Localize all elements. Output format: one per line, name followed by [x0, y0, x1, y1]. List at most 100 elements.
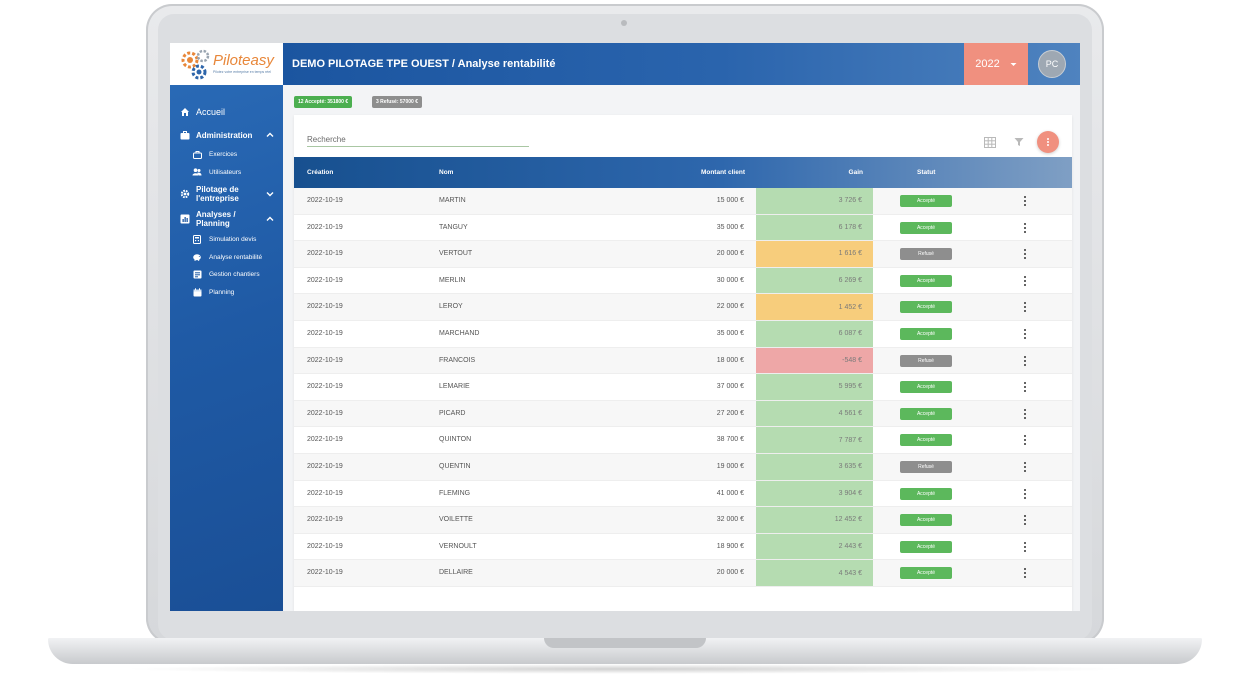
row-date: 2022-10-19	[307, 542, 343, 550]
sidebar-item-utilisateurs[interactable]: Utilisateurs	[170, 164, 283, 182]
table-row[interactable]: 2022-10-19 FLEMING 41 000 € 3 904 € Acce…	[294, 480, 1072, 508]
logo[interactable]: Piloteasy Pilotez votre entreprise en te…	[170, 43, 283, 85]
table-row[interactable]: 2022-10-19 PICARD 27 200 € 4 561 € Accep…	[294, 400, 1072, 428]
row-more-icon[interactable]	[1021, 541, 1029, 553]
row-more-icon[interactable]	[1021, 222, 1029, 234]
row-gain: 3 904 €	[756, 480, 873, 507]
row-name: MARCHAND	[439, 329, 480, 337]
users-icon	[192, 168, 202, 177]
row-more-icon[interactable]	[1021, 488, 1029, 500]
row-more-icon[interactable]	[1021, 408, 1029, 420]
status-badge: Accepté	[900, 434, 952, 447]
table-row[interactable]: 2022-10-19 MERLIN 30 000 € 6 269 € Accep…	[294, 267, 1072, 295]
row-more-icon[interactable]	[1021, 301, 1029, 313]
avatar[interactable]: PC	[1038, 50, 1066, 78]
row-more-icon[interactable]	[1021, 248, 1029, 260]
row-name: DELLAIRE	[439, 569, 473, 577]
status-badge: Accepté	[900, 487, 952, 500]
row-date: 2022-10-19	[307, 303, 343, 311]
table-row[interactable]: 2022-10-19 MARTIN 15 000 € 3 726 € Accep…	[294, 188, 1072, 215]
table-row[interactable]: 2022-10-19 VERNOULT 18 900 € 2 443 € Acc…	[294, 533, 1072, 561]
search-input[interactable]: Recherche	[307, 135, 346, 144]
more-actions-button[interactable]	[1037, 131, 1059, 153]
row-more-icon[interactable]	[1021, 567, 1029, 579]
sidebar-item-label-line2: Planning	[196, 218, 230, 228]
calendar-icon	[192, 288, 202, 297]
table-header: Création Nom Montant client Gain Statut	[294, 157, 1072, 188]
sidebar-item-label: Utilisateurs	[209, 168, 242, 176]
row-name: VERNOULT	[439, 542, 477, 550]
sidebar-item-label: Administration	[196, 130, 253, 140]
sidebar-item-gestion-chantiers[interactable]: Gestion chantiers	[170, 266, 283, 284]
sidebar-nav: Accueil Administration Exercices Ut	[170, 101, 283, 301]
year-selector[interactable]: 2022	[964, 43, 1028, 85]
row-gain: 12 452 €	[756, 507, 873, 533]
sidebar-item-exercices[interactable]: Exercices	[170, 146, 283, 164]
row-gain: 1 616 €	[756, 241, 873, 267]
row-date: 2022-10-19	[307, 462, 343, 470]
filter-icon[interactable]	[1012, 135, 1026, 149]
row-name: VOILETTE	[439, 516, 473, 524]
row-gain: 2 443 €	[756, 533, 873, 560]
grid-icon[interactable]	[983, 135, 997, 149]
sidebar-item-label: Accueil	[196, 107, 226, 117]
row-more-icon[interactable]	[1021, 461, 1029, 473]
column-header-montant[interactable]: Montant client	[700, 169, 745, 176]
sidebar-item-analyse-rentabilite[interactable]: Analyse rentabilité	[170, 249, 283, 267]
table-row[interactable]: 2022-10-19 QUINTON 38 700 € 7 787 € Acce…	[294, 427, 1072, 454]
status-badge: Accepté	[900, 514, 952, 527]
table-row[interactable]: 2022-10-19 TANGUY 35 000 € 6 178 € Accep…	[294, 214, 1072, 242]
table-row[interactable]: 2022-10-19 FRANCOIS 18 000 € -548 € Refu…	[294, 347, 1072, 375]
row-name: LEMARIE	[439, 383, 470, 391]
logo-text: Piloteasy	[213, 52, 274, 69]
row-amount: 18 900 €	[716, 542, 744, 550]
sidebar-item-planning[interactable]: Planning	[170, 284, 283, 302]
table-row[interactable]: 2022-10-19 LEMARIE 37 000 € 5 995 € Acce…	[294, 374, 1072, 401]
sidebar-item-simulation-devis[interactable]: Simulation devis	[170, 231, 283, 249]
sidebar-item-label: Analyse rentabilité	[209, 253, 263, 261]
column-header-creation[interactable]: Création	[307, 169, 334, 176]
row-more-icon[interactable]	[1021, 195, 1029, 207]
sidebar-item-accueil[interactable]: Accueil	[170, 101, 283, 123]
chevron-up-icon	[266, 216, 274, 221]
column-header-statut[interactable]: Statut	[917, 169, 936, 176]
row-gain: 4 561 €	[756, 400, 873, 427]
row-more-icon[interactable]	[1021, 328, 1029, 340]
row-gain: 4 543 €	[756, 560, 873, 586]
sidebar-item-label-line2: l'entreprise	[196, 193, 239, 203]
sidebar-item-pilotage[interactable]: Pilotage de l'entreprise	[170, 181, 283, 206]
year-value: 2022	[975, 58, 1000, 70]
table-row[interactable]: 2022-10-19 QUENTIN 19 000 € 3 635 € Refu…	[294, 453, 1072, 481]
row-gain: 5 995 €	[756, 374, 873, 400]
column-header-gain[interactable]: Gain	[848, 169, 863, 176]
table-row[interactable]: 2022-10-19 DELLAIRE 20 000 € 4 543 € Acc…	[294, 560, 1072, 587]
accepted-summary-badge: 12 Accepté: 351800 €	[294, 96, 353, 108]
briefcase-icon	[192, 150, 202, 159]
refused-summary-badge: 3 Refusé: 57000 €	[372, 96, 422, 108]
row-more-icon[interactable]	[1021, 275, 1029, 287]
row-more-icon[interactable]	[1021, 355, 1029, 367]
sidebar-item-label: Analyses / Planning	[196, 210, 236, 228]
table-card: Recherche Création Nom Montant client Ga…	[294, 115, 1072, 611]
table-row[interactable]: 2022-10-19 VERTOUT 20 000 € 1 616 € Refu…	[294, 241, 1072, 268]
row-more-icon[interactable]	[1021, 381, 1029, 393]
laptop-base-notch	[544, 638, 706, 648]
row-date: 2022-10-19	[307, 383, 343, 391]
row-date: 2022-10-19	[307, 250, 343, 258]
row-gain: 3 726 €	[756, 188, 873, 214]
row-amount: 20 000 €	[716, 250, 744, 258]
row-more-icon[interactable]	[1021, 514, 1029, 526]
calculator-icon	[192, 235, 202, 245]
table-row[interactable]: 2022-10-19 MARCHAND 35 000 € 6 087 € Acc…	[294, 320, 1072, 348]
sidebar-item-administration[interactable]: Administration	[170, 124, 283, 146]
sidebar-item-analyses[interactable]: Analyses / Planning	[170, 206, 283, 231]
table-row[interactable]: 2022-10-19 LEROY 22 000 € 1 452 € Accept…	[294, 294, 1072, 321]
table-row[interactable]: 2022-10-19 VOILETTE 32 000 € 12 452 € Ac…	[294, 507, 1072, 534]
row-more-icon[interactable]	[1021, 434, 1029, 446]
row-amount: 35 000 €	[716, 329, 744, 337]
row-amount: 18 000 €	[716, 356, 744, 364]
column-header-nom[interactable]: Nom	[439, 169, 454, 176]
laptop-camera	[621, 20, 627, 26]
status-badge: Accepté	[900, 327, 952, 340]
row-date: 2022-10-19	[307, 223, 343, 231]
